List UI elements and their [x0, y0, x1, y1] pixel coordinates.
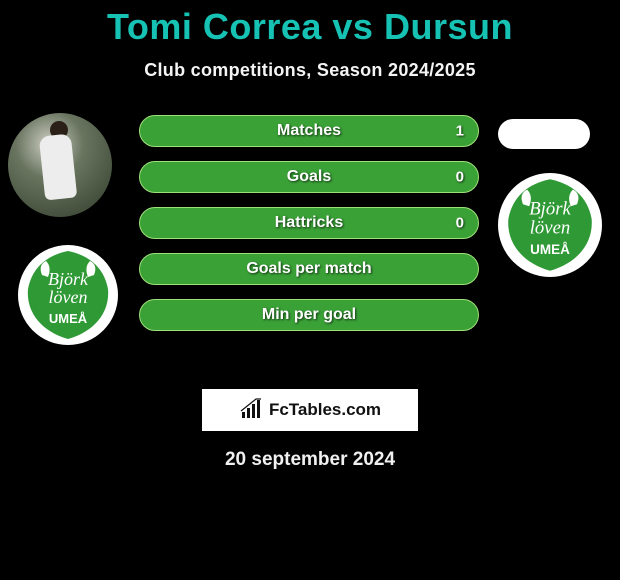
player-photo-right-placeholder: [498, 119, 590, 149]
bar-chart-icon: [239, 398, 263, 422]
stat-row-matches: Matches 1: [139, 115, 479, 147]
stat-label: Min per goal: [262, 306, 356, 324]
club-badge-right: Björk löven UMEÅ: [498, 173, 602, 277]
svg-text:löven: löven: [530, 217, 571, 238]
comparison-card: Tomi Correa vs Dursun Club competitions,…: [0, 0, 620, 580]
club-crest-icon: Björk löven UMEÅ: [498, 173, 602, 277]
stat-row-goals-per-match: Goals per match: [139, 253, 479, 285]
brand-text: FcTables.com: [269, 400, 381, 420]
stats-area: Björk löven UMEÅ Björk löven UMEÅ Matche…: [0, 105, 620, 385]
svg-text:löven: löven: [49, 287, 88, 307]
stat-label: Hattricks: [275, 214, 343, 232]
svg-text:UMEÅ: UMEÅ: [49, 311, 88, 326]
stat-row-min-per-goal: Min per goal: [139, 299, 479, 331]
stat-row-hattricks: Hattricks 0: [139, 207, 479, 239]
brand-box: FcTables.com: [202, 389, 418, 431]
svg-text:UMEÅ: UMEÅ: [530, 242, 570, 257]
svg-text:Björk: Björk: [48, 269, 89, 289]
stat-value: 0: [456, 215, 464, 232]
stat-label: Goals: [287, 168, 331, 186]
club-crest-icon: Björk löven UMEÅ: [18, 245, 118, 345]
snapshot-date: 20 september 2024: [0, 449, 620, 471]
stat-bars: Matches 1 Goals 0 Hattricks 0 Goals per …: [139, 115, 479, 345]
stat-label: Matches: [277, 122, 341, 140]
season-subtitle: Club competitions, Season 2024/2025: [0, 60, 620, 81]
page-title: Tomi Correa vs Dursun: [0, 0, 620, 48]
stat-value: 0: [456, 169, 464, 186]
stat-label: Goals per match: [246, 260, 371, 278]
player-photo-left: [8, 113, 112, 217]
club-badge-left: Björk löven UMEÅ: [18, 245, 118, 345]
stat-row-goals: Goals 0: [139, 161, 479, 193]
stat-value: 1: [456, 123, 464, 140]
